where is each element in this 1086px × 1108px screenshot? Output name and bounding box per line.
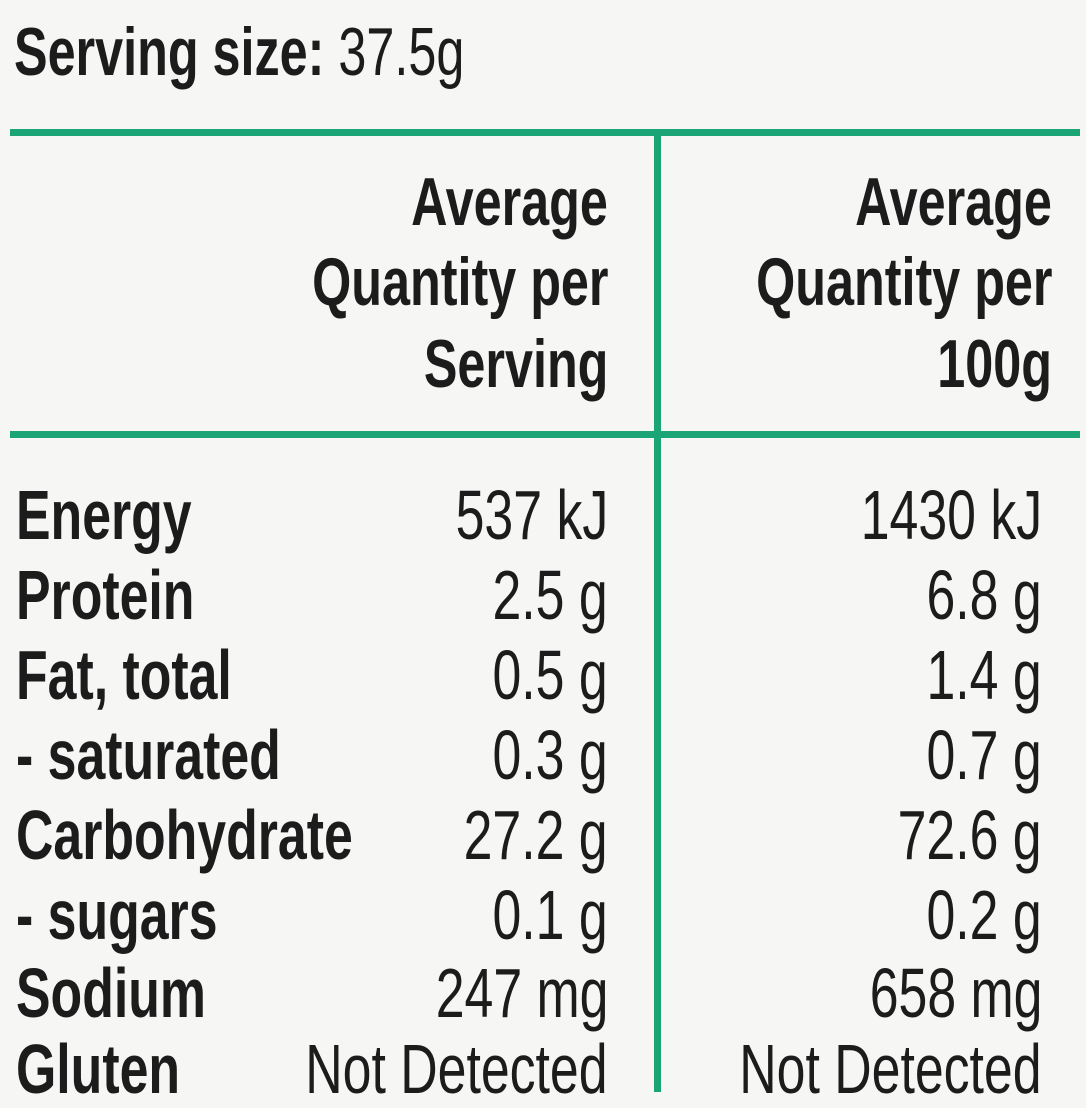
per-100g-value: 72.6 g xyxy=(897,796,1042,874)
per-serving-value: 27.2 g xyxy=(463,796,608,874)
top-rule xyxy=(10,129,1080,136)
nutrient-label: - saturated xyxy=(16,716,281,794)
per-serving-value: 0.5 g xyxy=(492,636,608,714)
per-100g-value: 6.8 g xyxy=(926,556,1042,634)
nutrient-label: Carbohydrate xyxy=(16,796,353,874)
per-100g-value: Not Detected xyxy=(739,1030,1042,1108)
per-serving-value: 0.3 g xyxy=(492,716,608,794)
per-serving-value: 537 kJ xyxy=(455,476,608,554)
nutrient-label: Sodium xyxy=(16,954,206,1032)
header-rule xyxy=(10,431,1080,438)
nutrient-label: Protein xyxy=(16,556,195,634)
per-serving-value: 0.1 g xyxy=(492,876,608,954)
header-serving-line1: Average xyxy=(411,164,608,240)
serving-size-value: 37.5g xyxy=(338,14,465,90)
per-100g-value: 1430 kJ xyxy=(860,476,1042,554)
per-serving-value: 2.5 g xyxy=(492,556,608,634)
header-serving-line2: Quantity per xyxy=(311,244,608,320)
serving-size: Serving size: 37.5g xyxy=(14,18,464,86)
nutrient-label: Energy xyxy=(16,476,192,554)
column-divider xyxy=(654,132,661,1092)
nutrient-label: - sugars xyxy=(16,876,218,954)
serving-size-label: Serving size: xyxy=(14,14,325,90)
nutrient-label: Fat, total xyxy=(16,636,232,714)
header-100g-line1: Average xyxy=(855,164,1052,240)
per-100g-value: 1.4 g xyxy=(926,636,1042,714)
per-100g-value: 0.7 g xyxy=(926,716,1042,794)
header-100g-line3: 100g xyxy=(937,326,1052,402)
per-serving-value: 247 mg xyxy=(435,954,608,1032)
per-100g-value: 0.2 g xyxy=(926,876,1042,954)
header-100g-line2: Quantity per xyxy=(755,244,1052,320)
per-serving-value: Not Detected xyxy=(305,1030,608,1108)
nutrient-label: Gluten xyxy=(16,1030,181,1108)
per-100g-value: 658 mg xyxy=(869,954,1042,1032)
header-serving-line3: Serving xyxy=(423,326,608,402)
